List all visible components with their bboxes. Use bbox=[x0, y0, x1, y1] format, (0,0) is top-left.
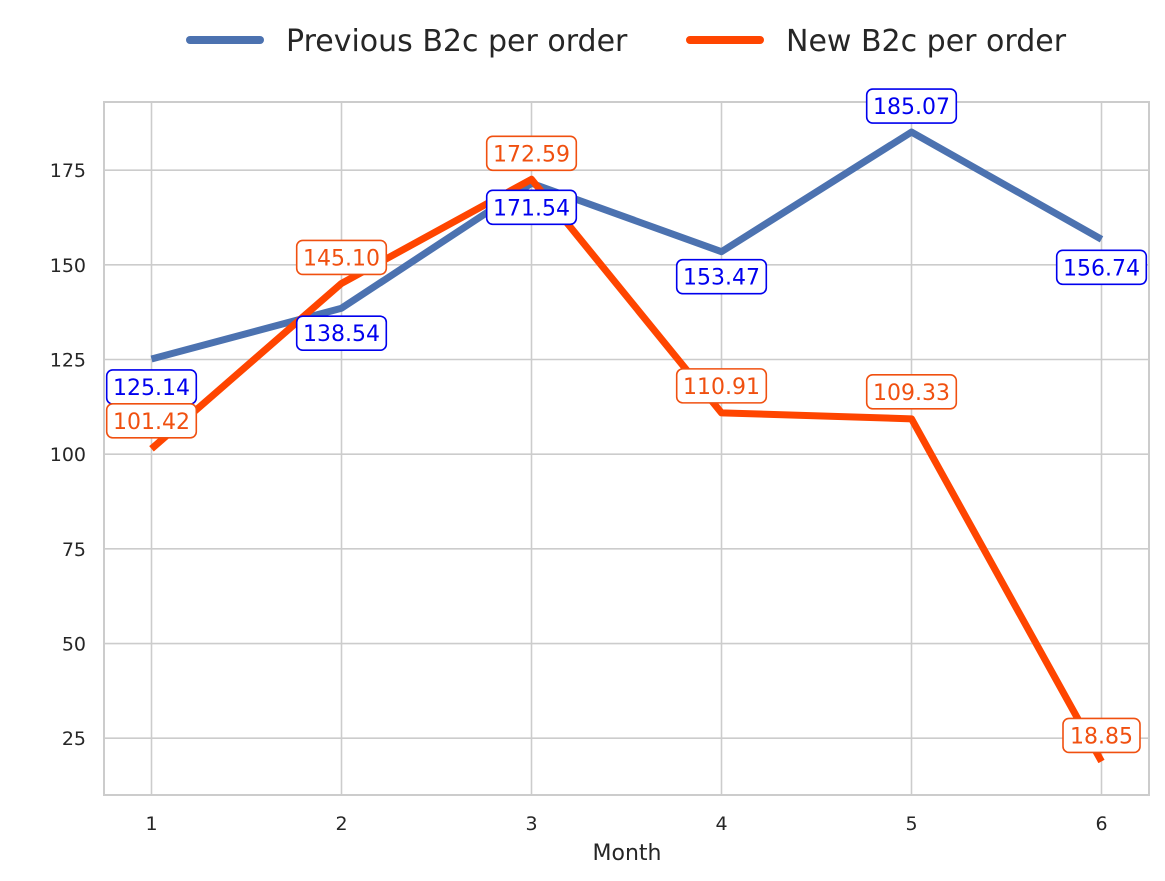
data-label-box: 18.85 bbox=[1062, 717, 1141, 754]
data-label-frame bbox=[865, 374, 958, 410]
data-label-frame bbox=[485, 189, 578, 226]
data-label-box: 101.42 bbox=[105, 403, 198, 439]
series-line-1 bbox=[149, 175, 1105, 764]
x-axis-ticks: 1 2 3 4 5 6 bbox=[145, 813, 1107, 835]
y-axis-ticks: 25 50 75 100 125 150 175 bbox=[50, 160, 86, 750]
y-tick-label: 25 bbox=[62, 728, 86, 750]
series-lines bbox=[149, 128, 1105, 764]
data-label-box: 125.14 bbox=[105, 369, 198, 405]
data-label: 156.74 bbox=[1063, 256, 1140, 281]
data-label: 145.10 bbox=[303, 246, 380, 271]
y-tick-label: 50 bbox=[62, 634, 86, 656]
x-tick-label: 2 bbox=[335, 813, 347, 835]
legend-label-1: New B2c per order bbox=[786, 24, 1067, 59]
data-label-box: 171.54 bbox=[485, 189, 578, 226]
data-label-box: 109.33 bbox=[865, 374, 958, 410]
gridlines bbox=[104, 102, 1149, 795]
x-tick-label: 3 bbox=[525, 813, 537, 835]
plot-area-frame bbox=[103, 101, 1150, 796]
x-axis-title: Month bbox=[593, 841, 662, 866]
data-label-frame bbox=[485, 135, 578, 172]
data-label-box: 185.07 bbox=[865, 88, 958, 124]
data-label-box: 172.59 bbox=[485, 135, 578, 172]
data-label-frame bbox=[105, 403, 198, 439]
data-label: 153.47 bbox=[683, 266, 760, 291]
data-label: 172.59 bbox=[493, 142, 570, 167]
y-tick-label: 100 bbox=[50, 444, 86, 466]
data-label-frame bbox=[1055, 249, 1148, 286]
data-label: 110.91 bbox=[683, 375, 760, 400]
data-label: 171.54 bbox=[493, 196, 570, 221]
data-label-frame bbox=[865, 88, 958, 124]
data-label-frame bbox=[1062, 717, 1141, 754]
data-labels: 125.14 138.54 171.54 153.47 185.07 156.74 101.… bbox=[105, 88, 1148, 754]
data-label-frame bbox=[675, 368, 768, 404]
data-label-box: 145.10 bbox=[295, 239, 388, 276]
x-tick-label: 1 bbox=[145, 813, 157, 835]
data-label-frame bbox=[295, 239, 388, 276]
data-label: 101.42 bbox=[113, 410, 190, 435]
y-tick-label: 175 bbox=[50, 160, 86, 182]
data-label: 185.07 bbox=[873, 95, 950, 120]
y-tick-label: 125 bbox=[50, 350, 86, 372]
data-label-box: 138.54 bbox=[295, 315, 388, 352]
y-tick-label: 150 bbox=[50, 255, 86, 277]
data-label: 109.33 bbox=[873, 381, 950, 406]
x-tick-label: 4 bbox=[715, 813, 727, 835]
legend-label-0: Previous B2c per order bbox=[286, 24, 628, 59]
legend: Previous B2c per order New B2c per order bbox=[186, 24, 1067, 59]
data-label: 138.54 bbox=[303, 322, 380, 347]
data-label-box: 110.91 bbox=[675, 368, 768, 404]
data-label: 125.14 bbox=[113, 376, 190, 401]
data-label-box: 156.74 bbox=[1055, 249, 1148, 286]
y-tick-label: 75 bbox=[62, 539, 86, 561]
data-label: 18.85 bbox=[1070, 724, 1133, 749]
x-tick-label: 6 bbox=[1095, 813, 1107, 835]
data-label-box: 153.47 bbox=[675, 258, 768, 295]
data-label-frame bbox=[295, 315, 388, 352]
x-tick-label: 5 bbox=[905, 813, 917, 835]
data-label-frame bbox=[675, 258, 768, 295]
